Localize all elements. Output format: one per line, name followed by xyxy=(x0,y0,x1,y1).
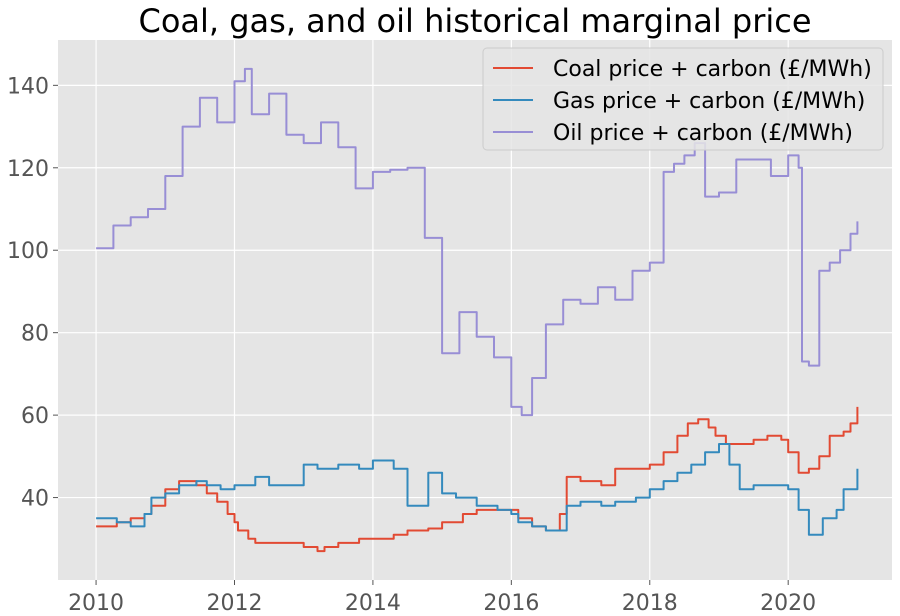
y-axis-ticks: 40 60 80 100 120 140 xyxy=(7,74,58,512)
x-tick-label: 2016 xyxy=(483,591,539,616)
legend-box xyxy=(482,47,884,151)
series-lines xyxy=(96,67,859,553)
legend-label: Gas price + carbon (£/MWh) xyxy=(553,89,865,114)
y-tick-label: 120 xyxy=(7,157,49,182)
y-tick-label: 80 xyxy=(21,322,49,347)
x-axis-ticks: 2010 2012 2014 2016 2018 2020 xyxy=(68,580,816,616)
chart-title: Coal, gas, and oil historical marginal p… xyxy=(138,2,811,40)
y-tick-label: 140 xyxy=(7,74,49,99)
series-line-oil xyxy=(96,67,859,417)
series-line-gas xyxy=(96,443,859,536)
y-tick-label: 40 xyxy=(21,487,49,512)
x-tick-label: 2014 xyxy=(345,591,401,616)
x-tick-label: 2018 xyxy=(622,591,678,616)
legend: Coal price + carbon (£/MWh) Gas price + c… xyxy=(482,47,884,151)
x-tick-label: 2010 xyxy=(68,591,124,616)
y-tick-label: 60 xyxy=(21,404,49,429)
legend-label: Oil price + carbon (£/MWh) xyxy=(553,121,853,146)
legend-label: Coal price + carbon (£/MWh) xyxy=(553,57,872,82)
x-tick-label: 2020 xyxy=(760,591,816,616)
series-line-coal xyxy=(96,406,859,553)
y-tick-label: 100 xyxy=(7,239,49,264)
x-tick-label: 2012 xyxy=(206,591,262,616)
